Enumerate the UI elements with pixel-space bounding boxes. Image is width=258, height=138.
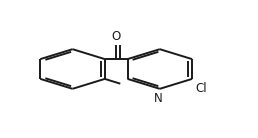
Text: Cl: Cl — [195, 82, 207, 95]
Text: O: O — [111, 30, 121, 43]
Text: N: N — [154, 92, 163, 105]
